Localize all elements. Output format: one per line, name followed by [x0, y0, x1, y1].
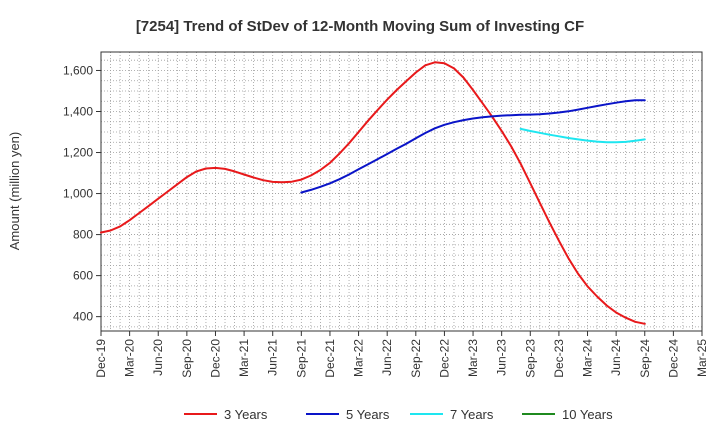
x-tick-label: Mar-21 — [237, 339, 251, 377]
x-tick-label: Jun-22 — [380, 339, 394, 376]
x-tick-label: Mar-23 — [466, 339, 480, 377]
series-layer — [100, 61, 646, 325]
legend: 3 Years 5 Years 7 Years 10 Years — [184, 407, 613, 422]
y-tick-label: 800 — [73, 228, 93, 242]
x-axis: Dec-19 Mar-20 Jun-20 Sep-20 Dec-20 Mar-21 Jun-… — [94, 331, 709, 378]
x-tick-label: Sep-22 — [409, 339, 423, 378]
legend-label-3-years: 3 Years — [224, 407, 268, 422]
x-tick-label: Dec-23 — [552, 339, 566, 378]
y-axis: 400 600 800 1,000 1,200 1,400 1,600 — [63, 63, 101, 324]
x-tick-label: Dec-20 — [208, 339, 222, 378]
x-tick-label: Jun-23 — [495, 339, 509, 376]
y-tick-label: 600 — [73, 269, 93, 283]
y-tick-label: 1,400 — [63, 104, 93, 118]
grid — [101, 52, 702, 331]
y-tick-label: 1,000 — [63, 187, 93, 201]
x-tick-label: Dec-22 — [437, 339, 451, 378]
chart-title: [7254] Trend of StDev of 12-Month Moving… — [136, 18, 584, 35]
x-tick-label: Dec-21 — [323, 339, 337, 378]
x-tick-label: Sep-21 — [294, 339, 308, 378]
x-tick-label: Mar-25 — [695, 339, 709, 377]
x-tick-label: Dec-19 — [94, 339, 108, 378]
x-tick-label: Sep-24 — [638, 339, 652, 378]
x-tick-label: Jun-24 — [609, 339, 623, 376]
legend-label-5-years: 5 Years — [346, 407, 390, 422]
x-tick-label: Mar-24 — [581, 339, 595, 377]
y-tick-label: 1,600 — [63, 63, 93, 77]
x-tick-label: Mar-20 — [123, 339, 137, 377]
x-tick-label: Dec-24 — [666, 339, 680, 378]
x-tick-label: Sep-23 — [523, 339, 537, 378]
plot-area — [100, 51, 703, 332]
legend-label-10-years: 10 Years — [562, 407, 613, 422]
series-line-5-years — [300, 99, 646, 194]
y-tick-label: 400 — [73, 310, 93, 324]
x-tick-label: Jun-21 — [266, 339, 280, 376]
x-tick-label: Jun-20 — [151, 339, 165, 376]
x-tick-label: Mar-22 — [352, 339, 366, 377]
y-axis-label: Amount (million yen) — [7, 132, 22, 251]
x-tick-label: Sep-20 — [180, 339, 194, 378]
legend-label-7-years: 7 Years — [450, 407, 494, 422]
series-line-7-years — [519, 127, 646, 144]
y-tick-label: 1,200 — [63, 146, 93, 160]
series-line-3-years — [100, 61, 646, 325]
